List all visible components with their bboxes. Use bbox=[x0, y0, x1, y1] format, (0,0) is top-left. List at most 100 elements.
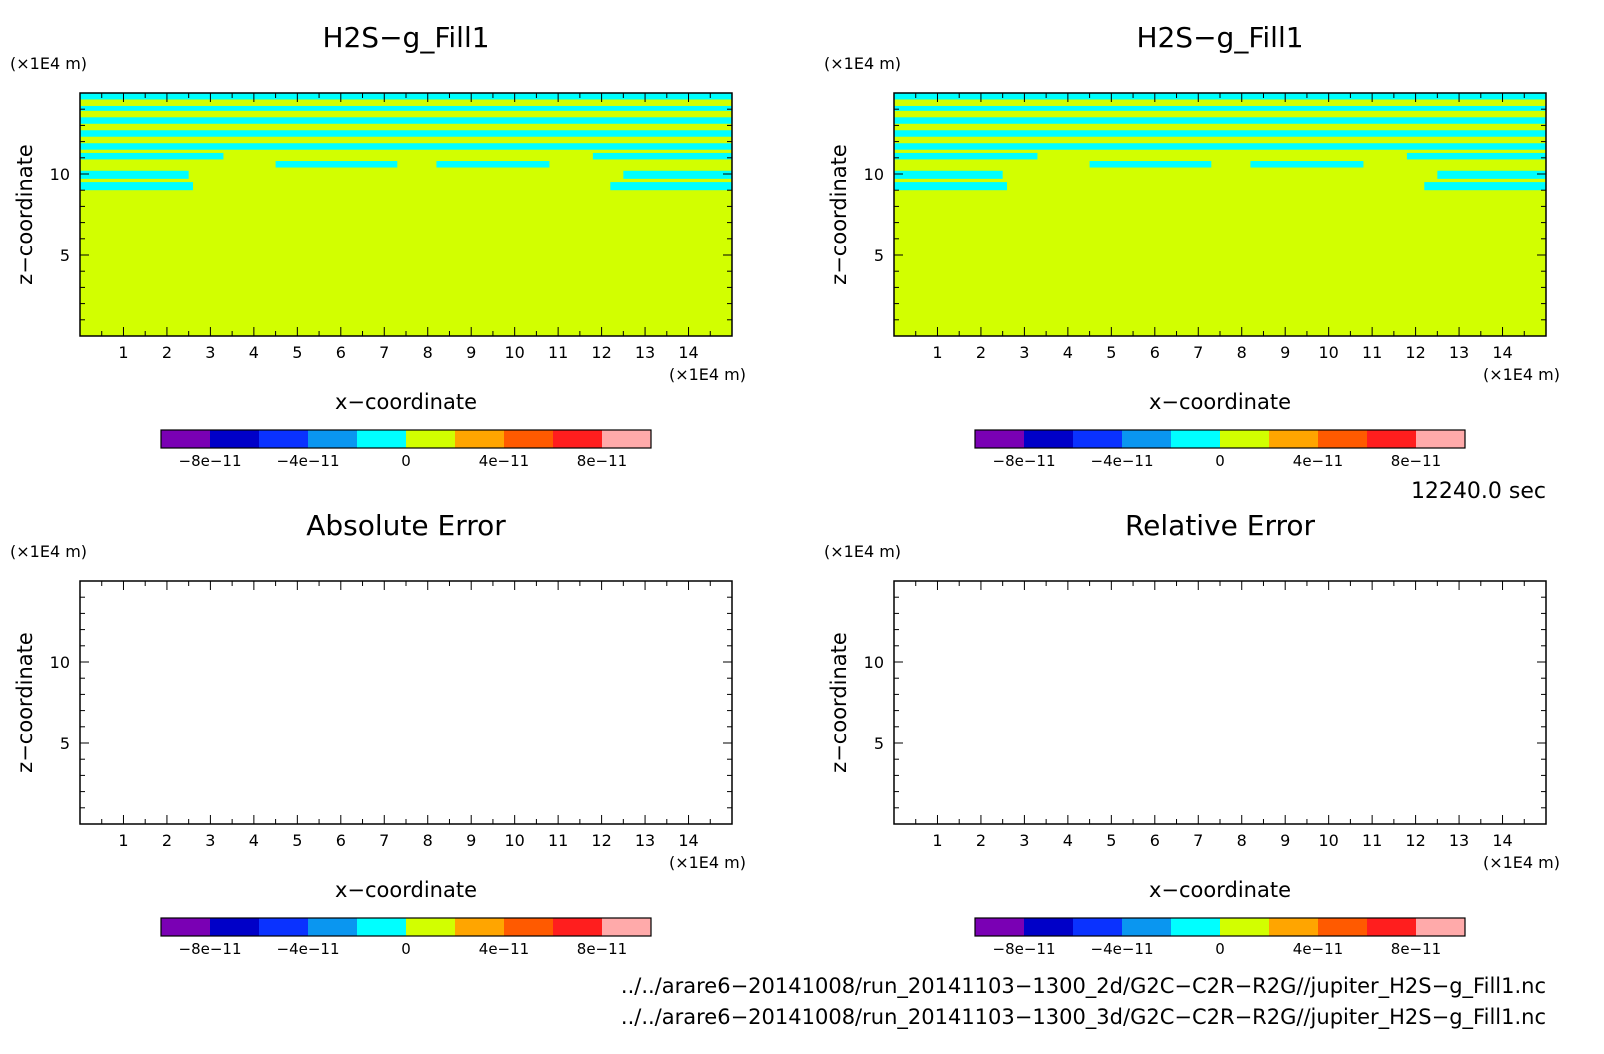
x-tick-label: 6 bbox=[336, 343, 346, 362]
x-tick-label: 13 bbox=[1449, 343, 1469, 362]
colorbar-swatch bbox=[259, 918, 308, 936]
z-unit-label: (×1E4 m) bbox=[824, 542, 901, 561]
x-tick-label: 3 bbox=[205, 831, 215, 850]
x-tick-label: 13 bbox=[1449, 831, 1469, 850]
z-tick-label: 5 bbox=[60, 246, 70, 265]
colorbar-swatch bbox=[1220, 430, 1269, 448]
panel-2: H2S−g_Fill1(×1E4 m)1 2 3 4 5 6 7 8 9 10 11 12 13 1451… bbox=[824, 21, 1560, 470]
z-axis-label: z−coordinate bbox=[13, 632, 37, 773]
colorbar-swatch bbox=[406, 918, 455, 936]
colorbar-tick-label: −4e−11 bbox=[1091, 940, 1154, 958]
colorbar-tick-label: 8e−11 bbox=[1391, 940, 1441, 958]
z-tick-label: 10 bbox=[50, 165, 70, 184]
time-label: 12240.0 sec bbox=[1411, 479, 1546, 504]
colorbar-tick-label: −8e−11 bbox=[993, 452, 1056, 470]
colorbar-swatch bbox=[406, 430, 455, 448]
field-band bbox=[623, 170, 732, 179]
colorbar-swatch bbox=[1171, 430, 1220, 448]
colorbar-swatch bbox=[975, 430, 1024, 448]
panel-3: Absolute Error(×1E4 m)1 2 3 4 5 6 7 8 9 10 11 12 13 1… bbox=[10, 509, 746, 958]
colorbar-tick-label: 8e−11 bbox=[1391, 452, 1441, 470]
x-axis-label: x−coordinate bbox=[335, 878, 477, 902]
panel-4: Relative Error(×1E4 m)1 2 3 4 5 6 7 8 9 10 11 12 13 1… bbox=[824, 509, 1560, 958]
x-tick-label: 9 bbox=[466, 831, 476, 850]
colorbar-frame bbox=[974, 429, 1466, 449]
x-tick-label: 6 bbox=[336, 831, 346, 850]
colorbar-tick-label: 0 bbox=[401, 452, 411, 470]
x-unit-label: (×1E4 m) bbox=[1483, 365, 1560, 384]
panel-title: Absolute Error bbox=[306, 509, 506, 542]
x-tick-label: 6 bbox=[1150, 343, 1160, 362]
colorbar-swatch bbox=[357, 918, 406, 936]
x-tick-label: 12 bbox=[1405, 343, 1425, 362]
colorbar-swatch bbox=[455, 918, 504, 936]
z-axis-label: z−coordinate bbox=[827, 632, 851, 773]
field-band bbox=[80, 170, 189, 179]
field-band bbox=[80, 105, 732, 111]
field-band bbox=[1089, 161, 1212, 168]
colorbar-swatch bbox=[1318, 918, 1367, 936]
x-unit-label: (×1E4 m) bbox=[669, 853, 746, 872]
panel-title: H2S−g_Fill1 bbox=[1136, 21, 1303, 54]
field-band bbox=[275, 161, 398, 168]
colorbar-tick-label: −4e−11 bbox=[277, 940, 340, 958]
colorbar-tick-label: −4e−11 bbox=[1091, 452, 1154, 470]
z-tick-label: 10 bbox=[50, 653, 70, 672]
x-tick-label: 12 bbox=[591, 343, 611, 362]
colorbar-tick-label: 4e−11 bbox=[1293, 940, 1343, 958]
x-tick-label: 9 bbox=[466, 343, 476, 362]
field-band bbox=[1437, 170, 1546, 179]
z-unit-label: (×1E4 m) bbox=[10, 542, 87, 561]
field-band bbox=[436, 161, 550, 168]
colorbar-swatch bbox=[1367, 918, 1416, 936]
x-tick-label: 13 bbox=[635, 343, 655, 362]
colorbar-swatch bbox=[308, 918, 357, 936]
colorbar-tick-label: 0 bbox=[401, 940, 411, 958]
colorbar-swatch bbox=[1416, 918, 1465, 936]
x-tick-label: 7 bbox=[1193, 831, 1203, 850]
colorbar-swatch bbox=[602, 430, 651, 448]
panel-1: H2S−g_Fill1(×1E4 m)1 2 3 4 5 6 7 8 9 10 11 12 13 1451… bbox=[10, 21, 746, 470]
x-tick-label: 9 bbox=[1280, 343, 1290, 362]
x-tick-label: 3 bbox=[1019, 343, 1029, 362]
x-tick-label: 14 bbox=[678, 831, 698, 850]
field-background bbox=[894, 93, 1546, 336]
x-tick-label: 2 bbox=[976, 343, 986, 362]
colorbar-swatch bbox=[161, 918, 210, 936]
x-tick-label: 1 bbox=[118, 343, 128, 362]
colorbar-swatch bbox=[1318, 430, 1367, 448]
source-file-1: ../../arare6−20141008/run_20141103−1300_… bbox=[621, 974, 1546, 999]
x-unit-label: (×1E4 m) bbox=[669, 365, 746, 384]
x-tick-label: 2 bbox=[162, 831, 172, 850]
colorbar-tick-label: −8e−11 bbox=[179, 940, 242, 958]
x-tick-label: 11 bbox=[548, 831, 568, 850]
colorbar-tick-label: 4e−11 bbox=[1293, 452, 1343, 470]
colorbar-swatch bbox=[308, 430, 357, 448]
x-tick-label: 7 bbox=[379, 343, 389, 362]
x-tick-label: 2 bbox=[162, 343, 172, 362]
field-band bbox=[894, 182, 1008, 191]
colorbar-swatch bbox=[1171, 918, 1220, 936]
plot-frame bbox=[893, 580, 1547, 825]
x-tick-label: 14 bbox=[1492, 831, 1512, 850]
colorbar-swatch bbox=[553, 430, 602, 448]
colorbar-frame bbox=[160, 429, 652, 449]
z-tick-label: 5 bbox=[874, 246, 884, 265]
x-tick-label: 8 bbox=[1237, 831, 1247, 850]
colorbar-swatch bbox=[1122, 918, 1171, 936]
colorbar-swatch bbox=[1024, 430, 1073, 448]
z-tick-label: 5 bbox=[60, 734, 70, 753]
field-background bbox=[80, 93, 732, 336]
colorbar-swatch bbox=[210, 918, 259, 936]
colorbar-swatch bbox=[161, 430, 210, 448]
field-band bbox=[1424, 182, 1546, 191]
x-axis-label: x−coordinate bbox=[1149, 878, 1291, 902]
field-band bbox=[1406, 152, 1546, 160]
colorbar-frame bbox=[974, 917, 1466, 937]
colorbar-tick-label: 8e−11 bbox=[577, 940, 627, 958]
colorbar-swatch bbox=[1416, 430, 1465, 448]
x-tick-label: 7 bbox=[379, 831, 389, 850]
colorbar-swatch bbox=[553, 918, 602, 936]
x-tick-label: 10 bbox=[1318, 831, 1338, 850]
